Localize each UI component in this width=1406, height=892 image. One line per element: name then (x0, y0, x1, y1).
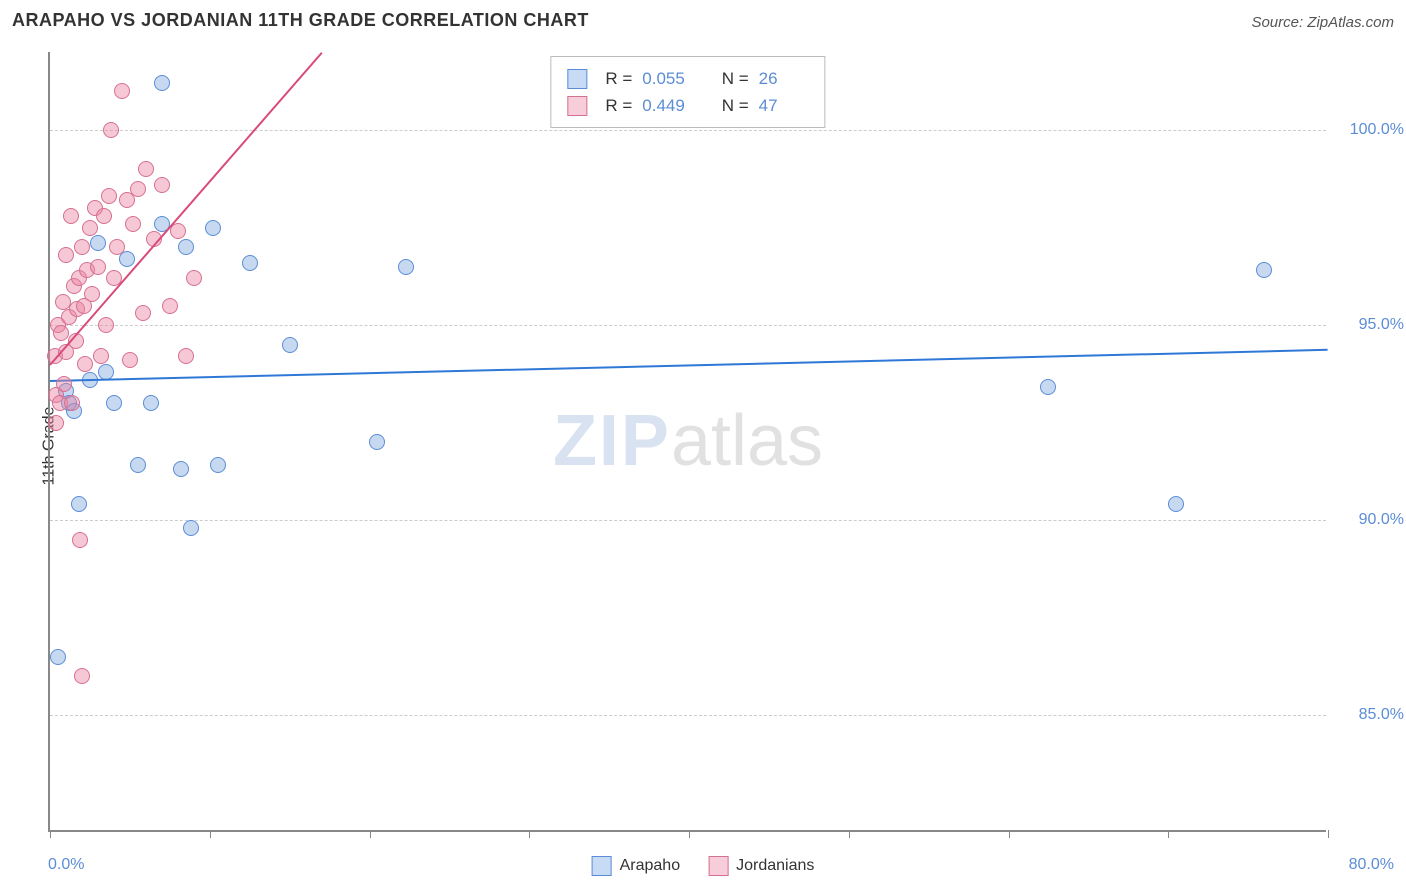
data-point (98, 364, 114, 380)
data-point (114, 83, 130, 99)
gridline (50, 520, 1326, 521)
data-point (106, 395, 122, 411)
x-tick (1009, 830, 1010, 838)
data-point (101, 188, 117, 204)
plot-area: ZIPatlas R = 0.055 N = 26R = 0.449 N = 4… (48, 52, 1326, 832)
stat-n: 47 (759, 92, 809, 119)
data-point (178, 239, 194, 255)
data-point (56, 376, 72, 392)
data-point (154, 75, 170, 91)
stats-row: R = 0.449 N = 47 (567, 92, 808, 119)
data-point (178, 348, 194, 364)
y-tick-label: 90.0% (1334, 511, 1404, 529)
legend-label: Jordanians (736, 857, 814, 874)
data-point (242, 255, 258, 271)
gridline (50, 715, 1326, 716)
chart-header: ARAPAHO VS JORDANIAN 11TH GRADE CORRELAT… (12, 10, 1394, 50)
y-tick-label: 85.0% (1334, 706, 1404, 724)
data-point (74, 239, 90, 255)
stat-r: 0.449 (642, 92, 692, 119)
data-point (71, 496, 87, 512)
data-point (96, 208, 112, 224)
data-point (183, 520, 199, 536)
data-point (138, 161, 154, 177)
trend-line (50, 348, 1328, 381)
x-tick (370, 830, 371, 838)
data-point (154, 177, 170, 193)
data-point (143, 395, 159, 411)
gridline (50, 130, 1326, 131)
data-point (1040, 379, 1056, 395)
x-tick (50, 830, 51, 838)
chart-title: ARAPAHO VS JORDANIAN 11TH GRADE CORRELAT… (12, 10, 589, 30)
legend-swatch (708, 856, 728, 876)
data-point (162, 298, 178, 314)
data-point (50, 649, 66, 665)
data-point (48, 415, 64, 431)
data-point (98, 317, 114, 333)
data-point (125, 216, 141, 232)
data-point (173, 461, 189, 477)
data-point (398, 259, 414, 275)
legend-swatch (567, 69, 587, 89)
x-tick (1168, 830, 1169, 838)
data-point (74, 668, 90, 684)
x-tick (210, 830, 211, 838)
x-tick (849, 830, 850, 838)
legend-swatch (567, 96, 587, 116)
data-point (130, 181, 146, 197)
data-point (130, 457, 146, 473)
data-point (186, 270, 202, 286)
data-point (135, 305, 151, 321)
x-axis-min-label: 0.0% (48, 856, 84, 874)
data-point (109, 239, 125, 255)
x-tick (689, 830, 690, 838)
x-axis-max-label: 80.0% (1349, 856, 1394, 874)
data-point (1168, 496, 1184, 512)
y-tick-label: 100.0% (1334, 121, 1404, 139)
legend-label: Arapaho (620, 857, 681, 874)
data-point (90, 235, 106, 251)
data-point (63, 208, 79, 224)
data-point (93, 348, 109, 364)
data-point (90, 259, 106, 275)
data-point (122, 352, 138, 368)
watermark-bold: ZIP (553, 401, 671, 481)
source-credit: Source: ZipAtlas.com (1251, 14, 1394, 31)
y-tick-label: 95.0% (1334, 316, 1404, 334)
data-point (64, 395, 80, 411)
stats-legend-box: R = 0.055 N = 26R = 0.449 N = 47 (550, 56, 825, 128)
x-tick (1328, 830, 1329, 838)
x-tick (529, 830, 530, 838)
watermark-rest: atlas (671, 401, 823, 481)
legend-item: Jordanians (708, 856, 814, 876)
data-point (205, 220, 221, 236)
data-point (84, 286, 100, 302)
watermark: ZIPatlas (553, 400, 823, 482)
data-point (1256, 262, 1272, 278)
legend-item: Arapaho (592, 856, 681, 876)
bottom-legend: Arapaho Jordanians (592, 856, 815, 876)
stat-n: 26 (759, 65, 809, 92)
data-point (72, 532, 88, 548)
data-point (103, 122, 119, 138)
stat-r: 0.055 (642, 65, 692, 92)
data-point (369, 434, 385, 450)
data-point (82, 220, 98, 236)
data-point (210, 457, 226, 473)
legend-swatch (592, 856, 612, 876)
stats-row: R = 0.055 N = 26 (567, 65, 808, 92)
gridline (50, 325, 1326, 326)
data-point (77, 356, 93, 372)
data-point (282, 337, 298, 353)
data-point (58, 247, 74, 263)
